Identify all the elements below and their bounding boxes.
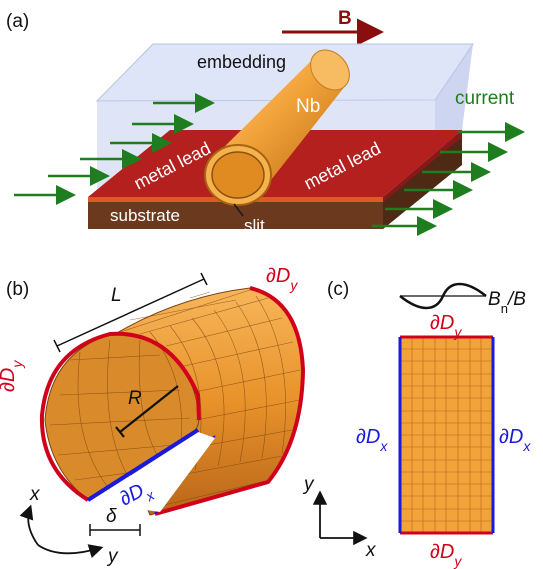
radius-line <box>119 385 179 433</box>
substrate-side <box>88 197 383 229</box>
slit-label: slit <box>244 216 265 235</box>
substrate-right <box>383 137 462 229</box>
slit-mark <box>233 203 244 217</box>
axis-x-label-c: x <box>365 540 377 561</box>
panel-c-label: (c) <box>327 279 349 300</box>
length-marker <box>56 278 205 347</box>
gap-label: δ <box>106 506 117 527</box>
current-arrows-in <box>14 93 215 205</box>
panel-a-label: (a) <box>6 11 29 32</box>
panel-b: (b) L <box>0 265 306 567</box>
nb-tube-inner <box>211 151 265 199</box>
metal-lead-right-edge <box>383 130 462 202</box>
panel-c: (c) Bn/B ∂Dy ∂Dy ∂Dx ∂Dx <box>302 279 531 569</box>
substrate-label: substrate <box>110 206 180 225</box>
edge-label-y-right: ∂Dy <box>266 265 298 293</box>
edge-label-bottom: ∂Dy <box>430 541 462 569</box>
radius-label: R <box>128 388 142 409</box>
field-label: B <box>338 8 352 29</box>
length-label: L <box>111 285 122 306</box>
nb-label: Nb <box>296 96 320 117</box>
svg-text:∂Dy: ∂Dy <box>0 360 25 392</box>
nb-tube-far-end <box>310 49 350 91</box>
panel-b-label: (b) <box>6 279 29 300</box>
panel-a: (a) B substrate metal lead metal lead Nb… <box>6 8 525 236</box>
edge-label-left: ∂Dx <box>356 426 388 454</box>
current-label: current <box>455 88 515 109</box>
axis-y-label-c: y <box>302 474 315 495</box>
field-ratio-label: Bn/B <box>488 289 526 316</box>
axis-x-curve <box>19 504 39 546</box>
current-arrows-out <box>372 122 525 236</box>
field-profile-curve <box>399 282 487 310</box>
slit-gap <box>90 432 215 512</box>
embedding-label: embedding <box>197 52 286 72</box>
sheet-grid <box>400 337 493 533</box>
edge-label-top: ∂Dy <box>430 312 462 340</box>
axis-y-curve <box>37 544 104 558</box>
edge-dDy-left-curve <box>39 331 201 502</box>
axis-y-label-b: y <box>106 546 119 567</box>
axis-x-label-b: x <box>29 484 41 505</box>
edge-dDy-right-curve <box>154 286 306 516</box>
edge-label-y-left: ∂Dy <box>0 360 25 392</box>
edge-label-right: ∂Dx <box>499 426 531 454</box>
